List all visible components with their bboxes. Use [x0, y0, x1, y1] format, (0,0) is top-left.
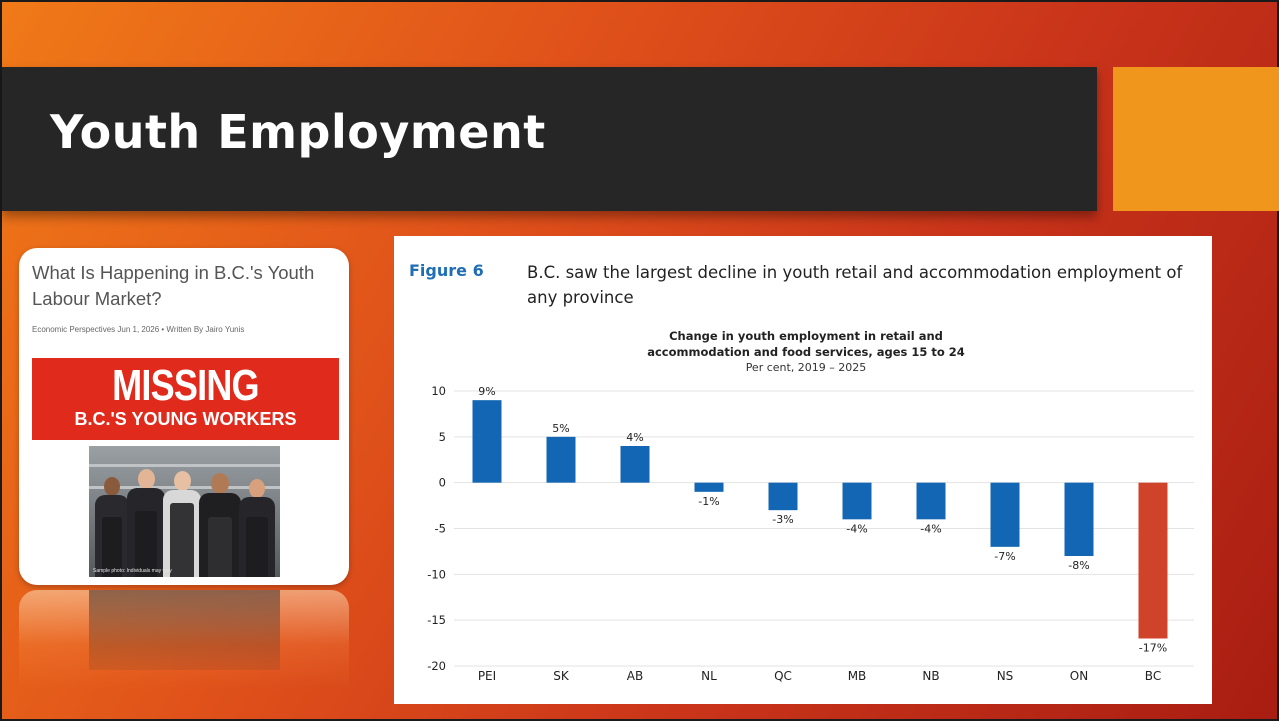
y-tick-label: 5 [439, 430, 446, 444]
figure-label: Figure 6 [409, 261, 484, 280]
bar-mb [842, 482, 872, 520]
article-card-reflection [19, 590, 349, 690]
person-figure [239, 479, 275, 577]
x-tick-label: MB [848, 669, 867, 683]
x-tick-label: NS [997, 669, 1014, 683]
article-headline: What Is Happening in B.C.'s Youth Labour… [32, 262, 315, 309]
bar-nl [694, 482, 724, 492]
data-label: -17% [1139, 642, 1167, 655]
article-card[interactable]: What Is Happening in B.C.'s Youth Labour… [19, 248, 349, 585]
y-tick-label: -15 [427, 613, 446, 627]
y-tick-label: -10 [427, 567, 446, 581]
data-label: 9% [478, 385, 495, 398]
bar-sk [546, 436, 576, 483]
x-tick-label: NL [701, 669, 717, 683]
x-tick-label: BC [1145, 669, 1161, 683]
data-label: -8% [1068, 559, 1089, 572]
x-tick-label: ON [1070, 669, 1088, 683]
title-bar: Youth Employment [2, 67, 1097, 211]
accent-square [1113, 67, 1279, 211]
x-tick-label: AB [627, 669, 643, 683]
chart-title-line-2: accommodation and food services, ages 15… [647, 345, 965, 359]
bar-bc [1138, 482, 1168, 639]
data-label: -1% [698, 495, 719, 508]
workers-photo: Sample photo: Individuals may vary [89, 446, 280, 577]
y-tick-label: -5 [435, 522, 446, 536]
slide-title: Youth Employment [50, 105, 546, 159]
article-meta: Economic Perspectives Jun 1, 2026 • Writ… [32, 325, 245, 334]
photo-caption: Sample photo: Individuals may vary [93, 568, 172, 574]
data-label: -4% [846, 522, 867, 535]
banner-subtitle: B.C.'S YOUNG WORKERS [74, 409, 297, 429]
y-tick-label: 10 [431, 384, 446, 398]
bar-nb [916, 482, 946, 520]
bar-pei [472, 400, 502, 483]
person-figure [163, 471, 201, 577]
y-tick-label: -20 [427, 659, 446, 673]
figure-caption: B.C. saw the largest decline in youth re… [527, 263, 1183, 307]
person-figure [199, 473, 241, 577]
person-figure [127, 469, 165, 577]
data-label: 4% [626, 431, 643, 444]
bar-qc [768, 482, 798, 511]
x-tick-label: NB [922, 669, 939, 683]
bar-on [1064, 482, 1094, 556]
x-tick-label: QC [774, 669, 792, 683]
person-figure [95, 477, 129, 577]
banner-title: MISSING [112, 361, 259, 410]
chart-title-line-1: Change in youth employment in retail and [669, 329, 943, 343]
bar-ab [620, 446, 650, 483]
bar-ns [990, 482, 1020, 547]
chart-subtitle: Per cent, 2019 – 2025 [746, 361, 867, 374]
y-tick-label: 0 [439, 476, 446, 490]
data-label: -3% [772, 513, 793, 526]
data-label: -4% [920, 522, 941, 535]
chart-card: Figure 6 B.C. saw the largest decline in… [394, 236, 1212, 704]
missing-banner: MISSING B.C.'S YOUNG WORKERS [32, 358, 339, 440]
data-label: 5% [552, 422, 569, 435]
bar-chart: Change in youth employment in retail and… [427, 329, 1194, 683]
x-tick-label: PEI [478, 669, 496, 683]
x-tick-label: SK [553, 669, 570, 683]
data-label: -7% [994, 550, 1015, 563]
